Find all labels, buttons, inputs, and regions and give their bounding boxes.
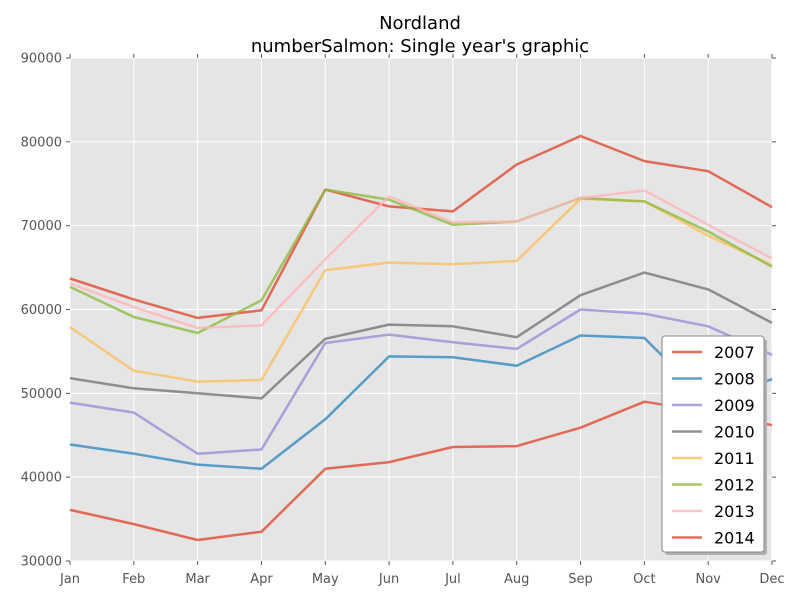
chart-title: Nordland bbox=[379, 13, 461, 34]
x-tick-label: Feb bbox=[122, 572, 145, 587]
x-tick-label: May bbox=[312, 572, 339, 587]
series-line-2008 bbox=[69, 334, 773, 471]
x-tick-label: Oct bbox=[633, 572, 655, 587]
y-tick-label: 70000 bbox=[21, 219, 62, 234]
series-line-2014 bbox=[69, 400, 773, 542]
legend-label-2011: 2011 bbox=[714, 449, 755, 468]
x-tick-label: Apr bbox=[250, 572, 273, 587]
x-tick-label: Jan bbox=[59, 572, 80, 587]
legend: 2007 2008 2009 2010 2011 2012 2013 2014 bbox=[661, 335, 767, 555]
legend-label-2008: 2008 bbox=[714, 370, 755, 389]
legend-label-2010: 2010 bbox=[714, 423, 755, 442]
y-tick-label: 40000 bbox=[21, 471, 62, 486]
legend-label-2014: 2014 bbox=[714, 529, 755, 548]
y-tick-label: 30000 bbox=[21, 555, 62, 570]
y-tick-label: 50000 bbox=[21, 387, 62, 402]
x-tick-label: Aug bbox=[504, 572, 529, 587]
x-tick-label: Jun bbox=[378, 572, 399, 587]
x-tick-label: Mar bbox=[185, 572, 210, 587]
y-tick-label: 60000 bbox=[21, 303, 62, 318]
axis-ticks: Jan Feb Mar Apr May Jun Jul Aug Sep Oct Nov Dec 3000… bbox=[21, 52, 785, 588]
y-tick-label: 90000 bbox=[21, 52, 62, 67]
legend-label-2012: 2012 bbox=[714, 476, 755, 495]
chart-subtitle: numberSalmon: Single year's graphic bbox=[251, 36, 589, 57]
x-tick-label: Nov bbox=[695, 572, 721, 587]
series-line-2012 bbox=[69, 188, 773, 335]
x-tick-label: Jul bbox=[444, 572, 461, 587]
legend-label-2007: 2007 bbox=[714, 343, 755, 362]
series-line-2013 bbox=[69, 189, 773, 330]
series-group bbox=[69, 134, 773, 542]
x-tick-label: Sep bbox=[568, 572, 593, 587]
legend-box bbox=[661, 335, 765, 553]
series-line-2010 bbox=[69, 271, 773, 400]
y-tick-label: 80000 bbox=[21, 135, 62, 150]
x-tick-label: Dec bbox=[759, 572, 784, 587]
series-line-2009 bbox=[69, 308, 773, 455]
legend-label-2009: 2009 bbox=[714, 396, 755, 415]
legend-label-2013: 2013 bbox=[714, 502, 755, 521]
